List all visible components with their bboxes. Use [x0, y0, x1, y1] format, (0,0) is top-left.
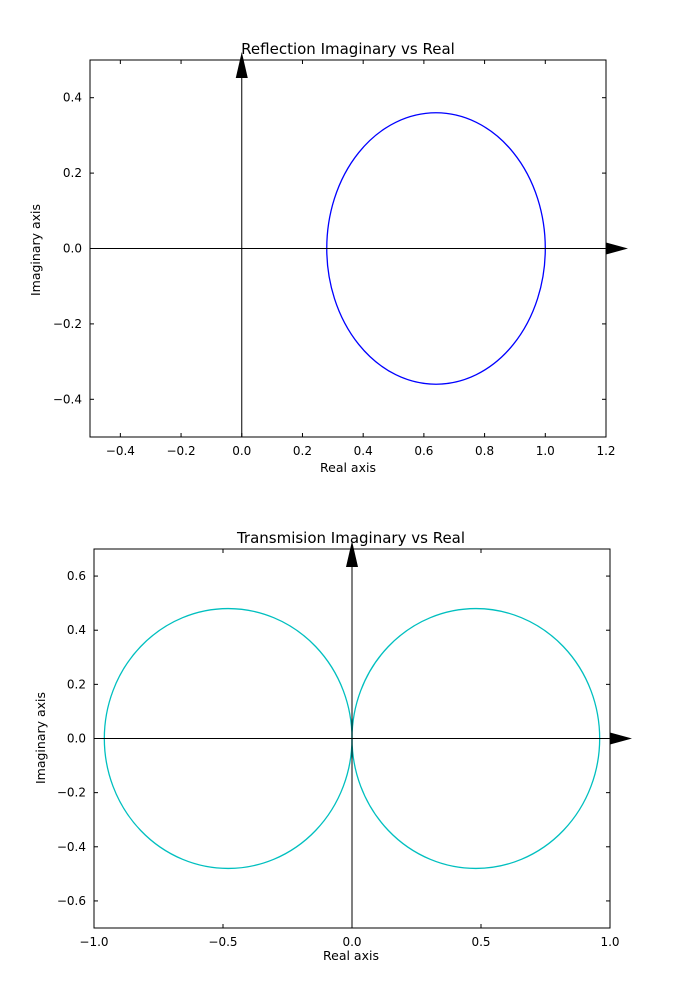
transmision-imaginary-axis-arrowhead [346, 541, 358, 567]
transmision-y-tick-label: 0.6 [67, 569, 86, 583]
reflection-real-axis-arrowhead [606, 242, 628, 255]
reflection-x-tick-label: 0.4 [354, 444, 373, 458]
transmision-x-axis-label: Real axis [323, 948, 379, 963]
reflection-y-tick-label: −0.4 [53, 392, 82, 406]
transmision-y-tick-label: −0.4 [57, 840, 86, 854]
reflection-x-tick-label: 1.2 [596, 444, 615, 458]
reflection-x-tick-label: 0.0 [232, 444, 251, 458]
reflection-x-tick-label: 1.0 [536, 444, 555, 458]
transmision-y-axis-label: Imaginary axis [33, 692, 48, 784]
transmision-y-tick-label: −0.2 [57, 786, 86, 800]
reflection-x-axis-label: Real axis [320, 460, 376, 475]
reflection-chart: Reflection Imaginary vs Real Real axis I… [28, 40, 628, 475]
transmision-y-tick-label: 0.2 [67, 677, 86, 691]
reflection-y-tick-label: 0.2 [63, 166, 82, 180]
transmision-y-tick-label: 0.4 [67, 623, 86, 637]
reflection-x-tick-label: 0.6 [414, 444, 433, 458]
transmision-x-tick-label: 0.5 [471, 935, 490, 949]
reflection-y-tick-label: 0.0 [63, 242, 82, 256]
reflection-y-axis-label: Imaginary axis [28, 204, 43, 296]
reflection-y-tick-label: −0.2 [53, 317, 82, 331]
reflection-x-tick-label: −0.2 [166, 444, 195, 458]
reflection-chart-title: Reflection Imaginary vs Real [241, 40, 455, 58]
transmision-y-tick-label: 0.0 [67, 732, 86, 746]
reflection-x-tick-label: −0.4 [106, 444, 135, 458]
transmision-x-tick-label: 1.0 [600, 935, 619, 949]
transmision-x-tick-label: −0.5 [208, 935, 237, 949]
transmision-x-tick-label: 0.0 [342, 935, 361, 949]
transmision-x-tick-label: −1.0 [79, 935, 108, 949]
reflection-imaginary-axis-arrowhead [235, 52, 248, 78]
reflection-x-tick-label: 0.2 [293, 444, 312, 458]
transmision-chart: Transmision Imaginary vs Real Real axis … [33, 529, 632, 963]
reflection-x-tick-label: 0.8 [475, 444, 494, 458]
reflection-y-tick-label: 0.4 [63, 91, 82, 105]
transmision-real-axis-arrowhead [610, 732, 632, 745]
transmision-y-tick-label: −0.6 [57, 894, 86, 908]
transmision-chart-title: Transmision Imaginary vs Real [236, 529, 465, 547]
